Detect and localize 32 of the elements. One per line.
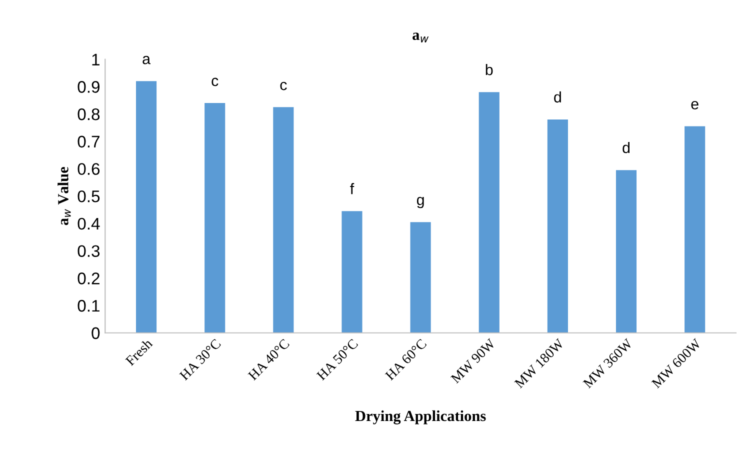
bar [547, 119, 568, 333]
bar [204, 103, 226, 333]
y-axis-title: a$_{w}$ Value [58, 167, 71, 226]
chart-title: a$_{w}$ [412, 32, 429, 42]
y-tick-label: 0.6 [78, 163, 100, 175]
annotation: c [212, 78, 218, 86]
y-tick-label: 0.2 [78, 272, 100, 284]
annotation: e [691, 101, 698, 110]
bar [616, 170, 637, 333]
y-tick-label: 0.4 [78, 218, 100, 230]
y-tick-label: 0.8 [78, 108, 100, 120]
y-tick-label: 0 [92, 327, 100, 340]
y-tick-label: 0.5 [78, 190, 100, 202]
annotation: g [416, 196, 424, 208]
annotation: c [280, 82, 287, 90]
bar [684, 126, 706, 333]
y-tick-label: 0.7 [78, 136, 100, 148]
bar [478, 92, 500, 333]
annotation: d [554, 91, 561, 103]
bar [273, 107, 294, 333]
annotation: f [350, 183, 354, 194]
x-axis-title: Drying Applications [355, 410, 486, 424]
bar [410, 222, 431, 333]
annotation: b [486, 64, 493, 76]
y-tick-label: 0.3 [78, 245, 100, 258]
y-tick-label: 0.1 [78, 300, 100, 312]
y-tick-label: 0.9 [78, 81, 100, 93]
y-tick-label: 1 [92, 54, 100, 66]
bar [342, 211, 362, 333]
bar [136, 81, 157, 333]
annotation: d [622, 142, 630, 154]
annotation: a [142, 56, 151, 64]
